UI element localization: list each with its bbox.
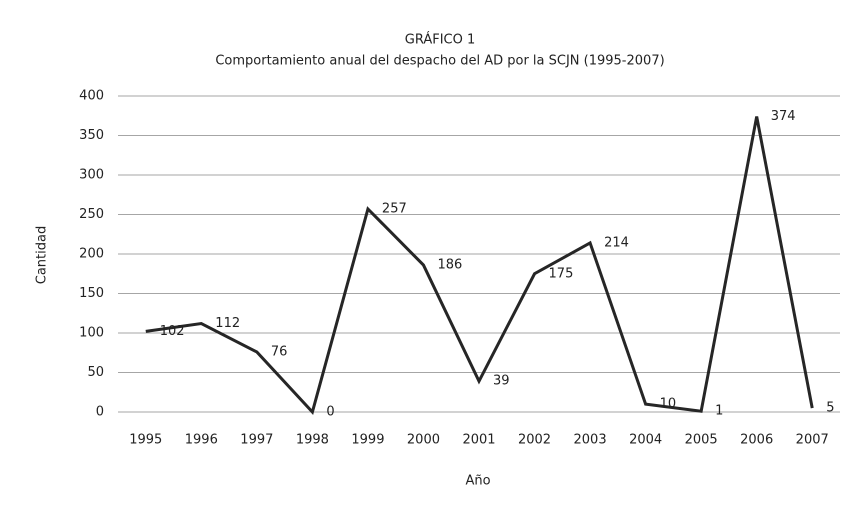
x-tick-label: 1995 — [129, 433, 162, 448]
y-axis-label: Cantidad — [35, 226, 50, 284]
y-tick-label: 200 — [79, 247, 104, 262]
x-tick-label: 1996 — [185, 433, 218, 448]
data-label: 374 — [771, 109, 796, 124]
y-tick-label: 250 — [79, 207, 104, 222]
data-label: 257 — [382, 201, 407, 216]
data-label: 1 — [715, 404, 723, 419]
x-tick-label: 2001 — [462, 433, 495, 448]
x-tick-label: 2003 — [574, 433, 607, 448]
data-label: 112 — [215, 316, 240, 331]
y-tick-label: 150 — [79, 286, 104, 301]
y-tick-label: 300 — [79, 168, 104, 183]
y-tick-label: 350 — [79, 128, 104, 143]
data-label: 175 — [549, 266, 574, 281]
x-tick-label: 2000 — [407, 433, 440, 448]
y-tick-label: 100 — [79, 326, 104, 341]
x-tick-label: 2004 — [629, 433, 662, 448]
data-label: 5 — [826, 401, 834, 416]
data-label: 39 — [493, 374, 510, 389]
x-tick-label: 1997 — [240, 433, 273, 448]
y-tick-label: 0 — [96, 405, 104, 420]
y-tick-label: 50 — [87, 365, 104, 380]
chart-subtitle: Comportamiento anual del despacho del AD… — [215, 54, 664, 69]
data-label: 214 — [604, 235, 629, 250]
x-tick-label: 2006 — [740, 433, 773, 448]
x-axis-label: Año — [465, 474, 490, 489]
data-label: 0 — [326, 405, 334, 420]
y-tick-label: 400 — [79, 89, 104, 104]
chart-title: GRÁFICO 1 — [405, 32, 476, 48]
x-tick-label: 2007 — [796, 433, 829, 448]
x-tick-label: 1998 — [296, 433, 329, 448]
data-line — [145, 116, 814, 416]
data-label: 102 — [160, 324, 185, 339]
data-label: 10 — [660, 397, 677, 412]
x-tick-label: 2002 — [518, 433, 551, 448]
data-label: 76 — [271, 344, 288, 359]
data-label: 186 — [437, 258, 462, 273]
x-tick-label: 1999 — [351, 433, 384, 448]
x-tick-label: 2005 — [685, 433, 718, 448]
